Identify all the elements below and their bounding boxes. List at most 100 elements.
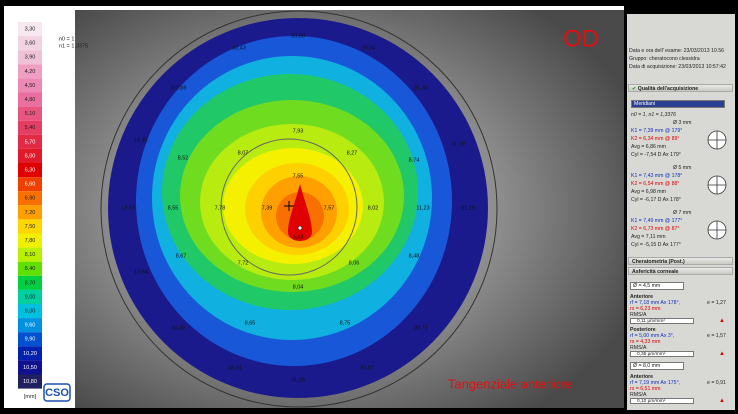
topography-view: OD Tangenziale anteriore n0 = 1 n1 = 1,3… xyxy=(4,6,624,408)
scale-label: 8,10 xyxy=(25,252,36,258)
map-value: 103,88 xyxy=(170,85,187,91)
diameter-select[interactable]: Ø = 8,0 mm xyxy=(630,362,684,370)
section-header[interactable]: Asfericità corneale xyxy=(628,267,733,275)
avg: Avg = 6,86 mm xyxy=(631,144,666,150)
zone-diameter: Ø 5 mm xyxy=(673,165,691,171)
exam-info: Data di acquisizione: 23/03/2013 10:57:4… xyxy=(629,64,726,70)
e-value: e = 1,27 xyxy=(707,300,726,306)
color-scale: 3,303,603,904,204,504,805,105,405,706,00… xyxy=(18,22,42,400)
zone-diameter: Ø 7 mm xyxy=(673,210,691,216)
map-value: 7,93 xyxy=(293,128,304,134)
map-value: 31,38 xyxy=(451,141,465,147)
axis-diagram xyxy=(705,173,729,197)
map-value: 8,55 xyxy=(168,205,179,211)
cyl: Cyl = -5,15 D Ax 177° xyxy=(631,242,681,248)
scale-label: 6,00 xyxy=(25,153,36,159)
e-value: e = 0,91 xyxy=(707,380,726,386)
map-value: 33,31 xyxy=(228,365,242,371)
axis-diagram xyxy=(705,128,729,152)
e-value: e = 1,57 xyxy=(707,333,726,339)
scale-label: 4,20 xyxy=(25,69,36,75)
scale-label: 9,00 xyxy=(25,294,36,300)
vertex xyxy=(298,226,302,230)
logo: CSO xyxy=(45,387,69,399)
side-panel: Data e ora dell' esame: 23/03/2013 10.56… xyxy=(627,14,735,410)
mode-select[interactable]: Meridiani xyxy=(631,100,725,108)
exam-info: Data e ora dell' esame: 23/03/2013 10.56 xyxy=(629,48,724,54)
map-value: 8,75 xyxy=(340,320,351,326)
rms-value: 0,10 µm/mm² xyxy=(630,398,694,404)
map-value: 8,65 xyxy=(245,320,256,326)
map-value: 33,00 xyxy=(291,33,305,39)
warning: ▲ xyxy=(719,351,725,357)
scale-label: 3,60 xyxy=(25,41,36,47)
viewer: OD Tangenziale anteriore n0 = 1 n1 = 1,3… xyxy=(4,6,624,408)
k1: K1 = 7,49 mm @ 177° xyxy=(631,218,682,224)
avg: Avg = 7,11 mm xyxy=(631,234,666,240)
map-value: 31,20 xyxy=(461,205,475,211)
map-value: 8,02 xyxy=(368,205,379,211)
warning: ▲ xyxy=(719,398,725,404)
map-value: 7,55 xyxy=(293,173,304,179)
map-value: 13,84 xyxy=(134,269,148,275)
scale-label: 5,40 xyxy=(25,125,36,131)
map-value: 33,43 xyxy=(232,45,246,51)
zone-diameter: Ø 3 mm xyxy=(673,120,691,126)
diameter-select[interactable]: Ø = 4,5 mm xyxy=(630,282,684,290)
map-value: 7,72 xyxy=(238,260,249,266)
cyl: Cyl = -6,17 D Ax 178° xyxy=(631,197,681,203)
map-value: 33,04 xyxy=(361,45,375,51)
map-value: 8,27 xyxy=(347,150,358,156)
k2: K2 = 6,73 mm @ 87° xyxy=(631,226,679,232)
scale-label: 9,60 xyxy=(25,323,36,329)
refraction-index: n1 = 1,3375 xyxy=(59,43,88,49)
map-value: 7,57 xyxy=(324,205,335,211)
map-value: 16,41 xyxy=(134,137,148,143)
scale-label: 9,30 xyxy=(25,309,36,315)
map-value: 33,38 xyxy=(171,325,185,331)
scale-label: 10,80 xyxy=(23,379,37,385)
map-value: 8,07 xyxy=(238,150,249,156)
map-value: 6,43 xyxy=(293,234,304,240)
exam-info: Gruppo: cheratocono clessidra xyxy=(629,56,700,62)
rms-value: 0,11 µm/mm² xyxy=(630,318,694,324)
map-value: 8,06 xyxy=(349,260,360,266)
map-value: 7,39 xyxy=(262,205,273,211)
scale-label: 9,90 xyxy=(25,337,36,343)
map-value: 7,78 xyxy=(215,205,226,211)
warning: ▲ xyxy=(719,318,725,324)
scale-label: 5,10 xyxy=(25,111,36,117)
axis-diagram xyxy=(705,218,729,242)
section-title: Qualità dell'acquisizione xyxy=(638,86,698,92)
map-value: 11,23 xyxy=(416,205,429,211)
scale-label: 8,70 xyxy=(25,280,36,286)
scale-label: 7,20 xyxy=(25,210,36,216)
avg: Avg = 6,98 mm xyxy=(631,189,666,195)
eye-label: OD xyxy=(563,25,599,52)
k2: K2 = 6,34 mm @ 89° xyxy=(631,136,679,142)
cyl: Cyl = -7,54 D Ax 179° xyxy=(631,152,681,158)
map-value: 13,33 xyxy=(121,205,135,211)
k1: K1 = 7,43 mm @ 178° xyxy=(631,173,682,179)
map-title: Tangenziale anteriore xyxy=(448,376,572,391)
app: OD Tangenziale anteriore n0 = 1 n1 = 1,3… xyxy=(0,0,738,414)
map-value: 8,67 xyxy=(176,253,187,259)
scale-label: 3,30 xyxy=(25,27,36,33)
map-value: 31,36 xyxy=(414,85,428,91)
refraction-index: n0 = 1 xyxy=(59,36,74,42)
scale-label: 6,30 xyxy=(25,168,36,174)
section-header[interactable]: ✔ Qualità dell'acquisizione xyxy=(628,84,733,92)
scale-label: 8,40 xyxy=(25,266,36,272)
scale-label: 10,20 xyxy=(23,351,37,357)
map-value: 8,04 xyxy=(293,284,304,290)
indices: n0 = 1, n1 = 1,3376 xyxy=(631,112,676,118)
section-header[interactable]: Cheratometria (Post.) xyxy=(628,257,733,265)
k2: K2 = 6,54 mm @ 88° xyxy=(631,181,679,187)
scale-label: 7,50 xyxy=(25,224,36,230)
rms-value: 0,35 µm/mm² xyxy=(630,351,694,357)
map-value: 8,52 xyxy=(178,155,189,161)
scale-label: 4,50 xyxy=(25,83,36,89)
map-value: 33,71 xyxy=(414,325,428,331)
scale-label: 10,50 xyxy=(23,365,37,371)
scale-label: 5,70 xyxy=(25,139,36,145)
